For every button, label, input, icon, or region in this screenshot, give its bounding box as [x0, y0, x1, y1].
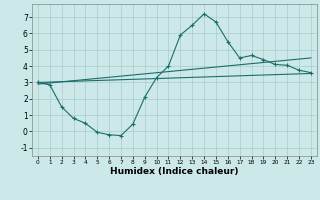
X-axis label: Humidex (Indice chaleur): Humidex (Indice chaleur): [110, 167, 239, 176]
